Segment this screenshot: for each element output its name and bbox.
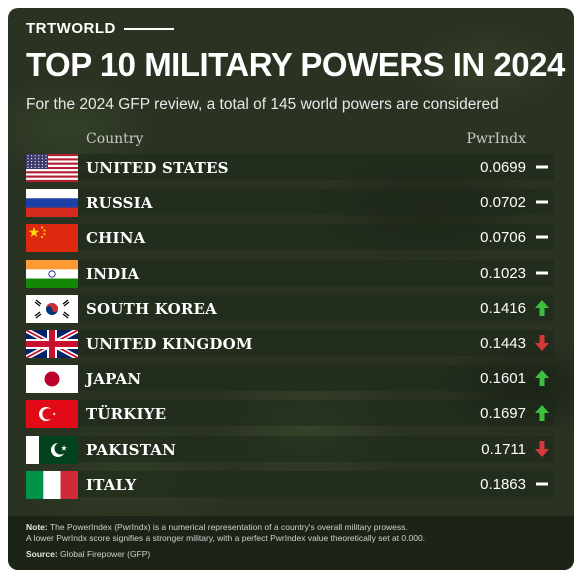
power-index-value: 0.1863 [480,475,526,493]
china-flag [26,224,78,253]
country-name: UNITED STATES [86,159,229,177]
country-name: CHINA [86,229,146,248]
us-flag [26,154,78,182]
turkiye-flag [26,400,78,429]
source-text: Global Firepower (GFP) [60,549,151,559]
footnote-label: Note: [26,522,48,532]
footnote-line-2: A lower PwrIndx score signifies a strong… [26,533,426,543]
country-name: RUSSIA [86,194,153,213]
page-subtitle: For the 2024 GFP review, a total of 145 … [26,96,499,113]
power-index-value: 0.1443 [480,335,526,352]
power-index-value: 0.1023 [480,264,526,282]
country-name: ITALY [86,475,137,494]
row-background [78,294,554,321]
row-background [78,400,554,427]
arrow-up-icon [534,369,550,387]
power-index-value: 0.1697 [480,405,526,423]
arrow-down-icon [534,334,550,352]
country-name: PAKISTAN [86,440,177,459]
brand-logo: TRTWORLD [26,20,174,37]
dash-icon [534,228,550,246]
japan-flag [26,365,78,394]
country-name: UNITED KINGDOM [86,335,253,353]
row-background [78,224,554,251]
infographic-card: TRTWORLD TOP 10 MILITARY POWERS IN 2024 … [8,8,574,570]
row-background [78,435,554,462]
dash-icon [534,475,550,493]
row-background [78,470,554,497]
arrow-down-icon [534,440,550,458]
power-index-value: 0.1416 [480,299,526,317]
dash-icon [534,193,550,211]
country-row: CHINA 0.0706 [26,222,554,253]
source-line: Source: Global Firepower (GFP) [26,549,150,559]
italy-flag [26,470,78,499]
row-background [78,330,554,356]
footer-panel [8,516,574,570]
country-row: RUSSIA 0.0702 [26,187,554,218]
country-row: JAPAN 0.1601 [26,363,554,394]
country-name: TÜRKIYE [86,405,167,424]
country-row: UNITED STATES 0.0699 [26,152,554,182]
row-background [78,365,554,392]
footnote-line-1: The PowerIndex (PwrIndx) is a numerical … [49,522,408,532]
power-index-value: 0.0702 [480,194,526,212]
country-row: SOUTH KOREA 0.1416 [26,293,554,323]
uk-flag [26,330,78,358]
arrow-up-icon [534,404,550,422]
row-background [78,259,554,286]
source-label: Source: [26,549,58,559]
country-row: ITALY 0.1863 [26,469,554,499]
russia-flag [26,189,78,218]
row-background [78,189,554,216]
country-name: JAPAN [86,370,142,389]
india-flag [26,259,78,288]
power-index-value: 0.1711 [481,440,526,458]
footnote: Note: The PowerIndex (PwrIndx) is a nume… [26,522,566,544]
country-row: UNITED KINGDOM 0.1443 [26,328,554,358]
south-korea-flag [26,294,78,323]
arrow-up-icon [534,299,550,317]
row-background [78,154,554,180]
dash-icon [534,158,550,176]
page-title: TOP 10 MILITARY POWERS IN 2024 [26,46,565,83]
pakistan-flag [26,435,78,464]
country-row: PAKISTAN 0.1711 [26,434,554,464]
column-header-country: Country [86,131,144,147]
country-row: INDIA 0.1023 [26,258,554,288]
brand-divider [123,27,174,30]
country-row: TÜRKIYE 0.1697 [26,398,554,429]
country-name: INDIA [86,264,140,283]
brand-name: TRTWORLD [26,20,116,37]
country-name: SOUTH KOREA [86,299,217,318]
dash-icon [534,264,550,282]
power-index-value: 0.0699 [480,159,526,176]
column-header-index: PwrIndx [466,131,527,147]
power-index-value: 0.0706 [480,229,526,247]
power-index-value: 0.1601 [480,370,526,388]
